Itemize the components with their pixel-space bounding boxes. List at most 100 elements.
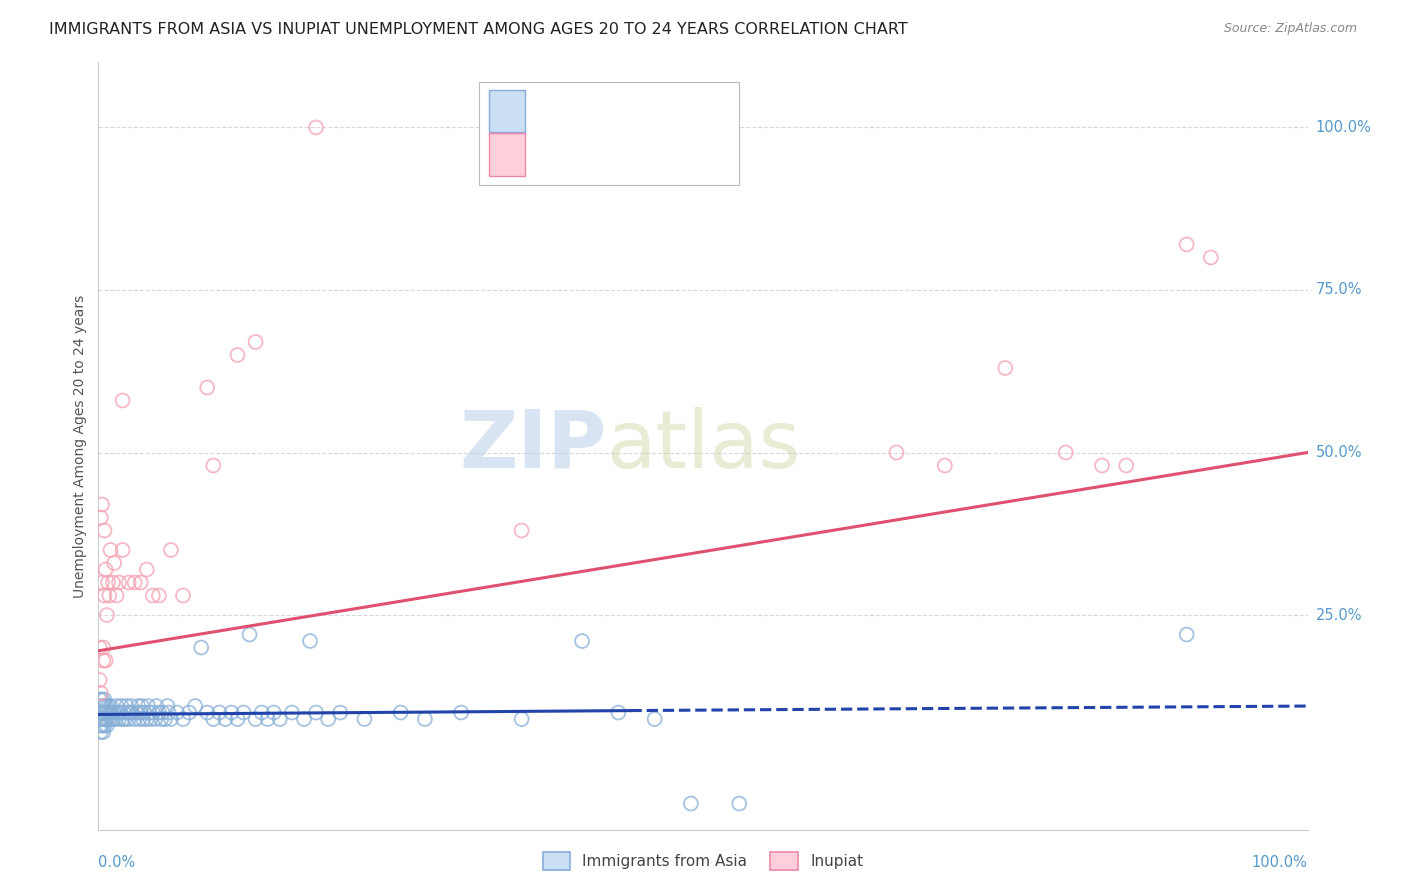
Point bbox=[329, 706, 352, 720]
Point bbox=[1175, 627, 1198, 641]
Point bbox=[292, 712, 315, 726]
Point bbox=[108, 575, 131, 590]
Point bbox=[239, 627, 262, 641]
Point bbox=[94, 712, 117, 726]
Point bbox=[1199, 251, 1222, 265]
Point bbox=[142, 589, 165, 603]
Point bbox=[281, 706, 304, 720]
Point bbox=[91, 712, 114, 726]
Point bbox=[115, 699, 138, 714]
Point bbox=[89, 706, 111, 720]
Point bbox=[93, 718, 115, 732]
Point bbox=[208, 706, 231, 720]
Point bbox=[129, 575, 152, 590]
Point bbox=[160, 712, 183, 726]
Point bbox=[413, 712, 436, 726]
Point bbox=[105, 699, 128, 714]
Point bbox=[111, 712, 134, 726]
Point bbox=[94, 654, 117, 668]
Point bbox=[571, 634, 593, 648]
Point bbox=[172, 589, 194, 603]
Point bbox=[245, 334, 267, 349]
Point bbox=[120, 699, 142, 714]
Point bbox=[994, 361, 1017, 376]
Point bbox=[148, 589, 170, 603]
Point bbox=[135, 562, 157, 576]
Point bbox=[232, 706, 254, 720]
Point bbox=[107, 706, 129, 720]
Point bbox=[607, 706, 630, 720]
Point bbox=[148, 706, 170, 720]
Point bbox=[98, 706, 121, 720]
Y-axis label: Unemployment Among Ages 20 to 24 years: Unemployment Among Ages 20 to 24 years bbox=[73, 294, 87, 598]
Point bbox=[202, 712, 225, 726]
Point bbox=[90, 725, 112, 739]
Point bbox=[184, 699, 207, 714]
Point bbox=[108, 706, 131, 720]
Point bbox=[97, 712, 120, 726]
Point bbox=[117, 706, 139, 720]
Point bbox=[89, 718, 111, 732]
Point bbox=[226, 712, 249, 726]
Point bbox=[886, 445, 908, 459]
Point bbox=[127, 706, 149, 720]
Point bbox=[91, 640, 114, 655]
Point bbox=[131, 699, 153, 714]
Point bbox=[316, 712, 339, 726]
Point bbox=[100, 699, 122, 714]
Text: R = 0.056: R = 0.056 bbox=[537, 103, 614, 119]
Point bbox=[1091, 458, 1114, 473]
Point bbox=[728, 797, 751, 811]
Point bbox=[91, 575, 114, 590]
Point bbox=[214, 712, 236, 726]
Point bbox=[111, 393, 134, 408]
Point bbox=[679, 797, 702, 811]
Point bbox=[114, 712, 136, 726]
Point bbox=[510, 524, 533, 538]
Point bbox=[94, 562, 117, 576]
Point bbox=[98, 589, 121, 603]
Point bbox=[103, 706, 125, 720]
Point bbox=[118, 712, 141, 726]
Point bbox=[195, 706, 218, 720]
Point bbox=[157, 706, 180, 720]
Point bbox=[138, 706, 160, 720]
Point bbox=[93, 524, 115, 538]
Point bbox=[108, 712, 131, 726]
Point bbox=[1054, 445, 1077, 459]
Point bbox=[226, 348, 249, 362]
Point bbox=[152, 706, 174, 720]
Point bbox=[96, 718, 118, 732]
FancyBboxPatch shape bbox=[489, 90, 526, 132]
Point bbox=[105, 589, 128, 603]
Point bbox=[143, 712, 166, 726]
Text: N = 99: N = 99 bbox=[628, 103, 685, 119]
Point bbox=[245, 712, 267, 726]
Point bbox=[93, 692, 115, 706]
Text: N = 44: N = 44 bbox=[628, 147, 685, 162]
Point bbox=[353, 712, 375, 726]
Text: IMMIGRANTS FROM ASIA VS INUPIAT UNEMPLOYMENT AMONG AGES 20 TO 24 YEARS CORRELATI: IMMIGRANTS FROM ASIA VS INUPIAT UNEMPLOY… bbox=[49, 22, 908, 37]
Point bbox=[100, 706, 122, 720]
Point bbox=[221, 706, 243, 720]
Point bbox=[93, 706, 115, 720]
Point bbox=[91, 718, 114, 732]
Point bbox=[195, 380, 218, 394]
Point bbox=[305, 706, 328, 720]
FancyBboxPatch shape bbox=[489, 134, 526, 176]
Point bbox=[250, 706, 273, 720]
Point bbox=[91, 498, 114, 512]
Point bbox=[142, 706, 165, 720]
Point bbox=[145, 699, 167, 714]
Point bbox=[91, 654, 114, 668]
Point bbox=[90, 699, 112, 714]
Text: 100.0%: 100.0% bbox=[1251, 855, 1308, 870]
Point bbox=[121, 706, 143, 720]
Point bbox=[128, 712, 150, 726]
Point bbox=[129, 706, 152, 720]
FancyBboxPatch shape bbox=[479, 81, 740, 186]
Text: 0.0%: 0.0% bbox=[98, 855, 135, 870]
Point bbox=[299, 634, 322, 648]
Point bbox=[156, 699, 179, 714]
Point bbox=[101, 575, 124, 590]
